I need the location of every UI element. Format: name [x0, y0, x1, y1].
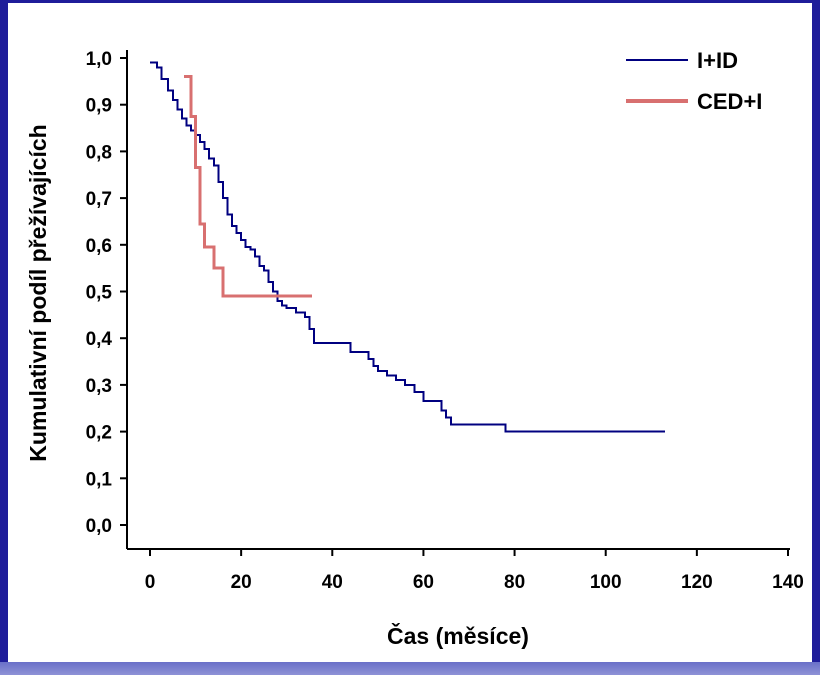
y-tick-label: 0,4 [86, 329, 113, 350]
y-tick-label: 0,9 [86, 96, 112, 117]
series-line-I-ID [150, 61, 665, 433]
x-tick-label: 120 [681, 572, 713, 593]
y-tick-label: 0,6 [86, 236, 112, 257]
x-tick-label: 0 [145, 572, 156, 593]
y-tick-label: 0,0 [86, 516, 112, 537]
x-axis-title: Čas (měsíce) [387, 622, 529, 649]
x-tick-label: 20 [231, 572, 252, 593]
legend-label-CED-I: CED+I [697, 89, 762, 114]
x-tick-label: 80 [504, 572, 525, 593]
x-axis: 0 20 40 60 80 100 120 140 [127, 548, 804, 593]
y-tick-label: 0,2 [86, 423, 112, 444]
series-line-CED-I [184, 75, 312, 298]
bottom-bar [0, 662, 820, 675]
x-tick-label: 40 [322, 572, 343, 593]
x-tick-label: 100 [590, 572, 622, 593]
y-tick-label: 0,8 [86, 142, 112, 163]
x-tick-label: 140 [772, 572, 804, 593]
y-axis-title: Kumulativní podíl přežívajících [25, 124, 51, 461]
x-tick-label: 60 [413, 572, 434, 593]
y-tick-label: 0,1 [86, 469, 113, 490]
y-tick-label: 0,3 [86, 376, 112, 397]
legend: I+ID CED+I [626, 48, 762, 114]
y-tick-label: 0,7 [86, 189, 112, 210]
y-tick-label: 1,0 [86, 49, 112, 70]
legend-label-I-ID: I+ID [697, 48, 738, 73]
y-axis: 0,0 0,1 0,2 0,3 0,4 0,5 0,6 0,7 0,8 0,9 1,0 [86, 49, 128, 549]
chart-frame [8, 3, 812, 662]
y-tick-label: 0,5 [86, 283, 113, 304]
